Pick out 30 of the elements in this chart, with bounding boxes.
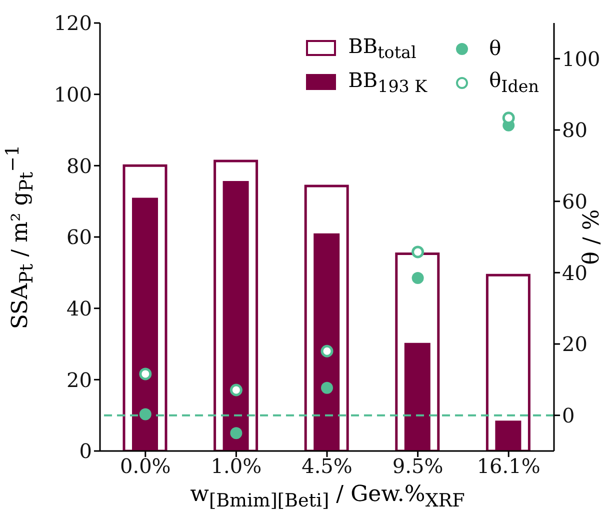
point xyxy=(412,246,424,258)
y2-tick-label: 100 xyxy=(562,46,600,71)
point xyxy=(230,384,242,396)
y2-tick-label: 20 xyxy=(562,332,588,356)
y2-tick-label: 80 xyxy=(562,118,588,142)
point xyxy=(321,382,333,394)
y-tick-label: 120 xyxy=(54,11,92,36)
x-axis-title: w$_{[Bmim][Beti]}$ / Gew.%$_{XRF}$ xyxy=(189,482,466,512)
y2-tick-label: 0 xyxy=(562,403,575,428)
legend-label: θ$_{Iden}$ xyxy=(489,68,539,96)
point xyxy=(230,427,242,440)
y2-tick-label: 60 xyxy=(562,189,588,214)
y-tick-label: 40 xyxy=(66,296,92,320)
x-tick-label: 0.0% xyxy=(120,454,171,478)
y-tick-label: 60 xyxy=(66,225,92,250)
point xyxy=(139,368,152,380)
y-tick-label: 80 xyxy=(66,154,92,178)
x-tick-label: 9.5% xyxy=(392,454,444,478)
legend-label: BB$_{total}$ xyxy=(348,34,416,62)
point xyxy=(320,344,334,358)
y-tick-label: 20 xyxy=(66,368,92,392)
point xyxy=(412,272,424,284)
legend-label: θ xyxy=(489,36,502,60)
legend-label: BB$_{193 K}$ xyxy=(348,68,428,96)
x-tick-label: 1.0% xyxy=(210,454,262,478)
x-tick-label: 4.5% xyxy=(302,454,352,478)
point xyxy=(139,408,152,420)
y-tick-label: 100 xyxy=(54,82,92,106)
x-tick-label: 16.1% xyxy=(476,454,540,478)
y-tick-label: 0 xyxy=(79,439,92,464)
